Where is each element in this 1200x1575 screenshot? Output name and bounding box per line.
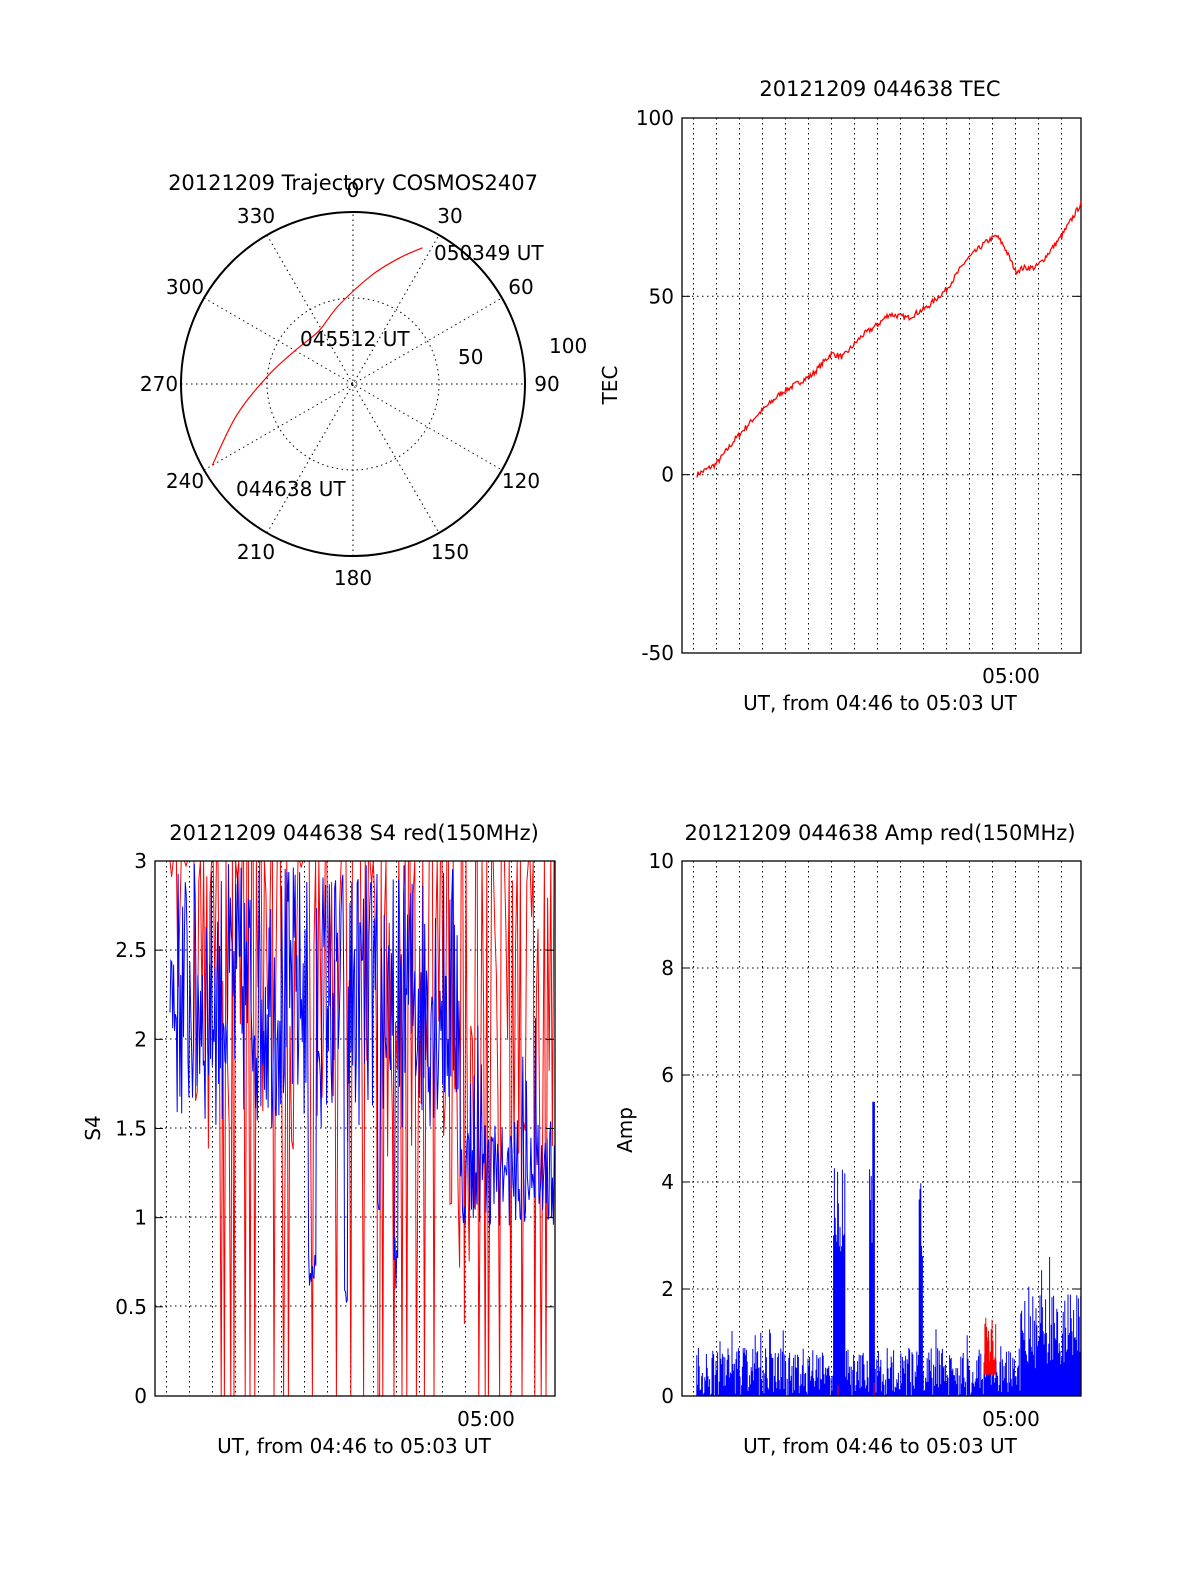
amp-title: 20121209 044638 Amp red(150MHz) (684, 821, 1075, 845)
azimuth-label-0: 0 (347, 178, 360, 202)
track-mid-label: 045512 UT (300, 327, 410, 351)
radius-label-50: 50 (458, 345, 483, 369)
s4-x-axis-label: UT, from 04:46 to 05:03 UT (217, 1434, 492, 1458)
s4-title: 20121209 044638 S4 red(150MHz) (169, 821, 539, 845)
azimuth-label-270: 270 (140, 372, 178, 396)
amp-chart: 20121209 044638 Amp red(150MHz) 0246810 … (613, 821, 1082, 1458)
azimuth-label-300: 300 (166, 275, 204, 299)
tec-x-tick-0500: 05:00 (982, 664, 1040, 688)
satellite-track (211, 247, 423, 466)
azimuth-label-30: 30 (437, 204, 462, 228)
y-tick-label: 50 (649, 284, 674, 308)
y-tick-label: 100 (636, 106, 674, 130)
s4-chart: 20121209 044638 S4 red(150MHz) 0 0.5 1 1.5 2… (81, 821, 556, 1458)
track-start-label: 044638 UT (236, 477, 346, 501)
y-tick-label: 1 (134, 1206, 147, 1230)
y-tick-label: 2 (134, 1027, 147, 1051)
s4-y-axis-label: S4 (81, 1115, 105, 1140)
y-tick-label: 1.5 (115, 1117, 147, 1141)
s4-blue-series (169, 863, 555, 1303)
polar-ring-50 (266, 297, 440, 471)
y-tick-label: -50 (641, 641, 674, 665)
y-tick-label: 0 (134, 1384, 147, 1408)
s4-blue-line (169, 863, 555, 1303)
azimuth-label-150: 150 (431, 540, 469, 564)
amp-blue-trace (695, 1101, 1082, 1396)
y-tick-label: 0 (661, 1384, 674, 1408)
azimuth-label-210: 210 (237, 540, 275, 564)
tec-frame (681, 117, 1082, 654)
tec-series-line (696, 200, 1082, 478)
azimuth-label-90: 90 (534, 372, 559, 396)
tec-grid (682, 118, 1081, 653)
tec-title: 20121209 044638 TEC (759, 77, 1000, 101)
amp-x-tick-0500: 05:00 (982, 1407, 1040, 1431)
azimuth-label-330: 330 (237, 204, 275, 228)
azimuth-label-180: 180 (334, 566, 372, 590)
s4-y-ticks: 0 0.5 1 1.5 2 2.5 3 (115, 849, 554, 1408)
trajectory-title: 20121209 Trajectory COSMOS2407 (168, 171, 538, 195)
amp-red-series (837, 1317, 997, 1396)
tec-y-axis-label: TEC (598, 366, 622, 406)
y-tick-label: 0.5 (115, 1295, 147, 1319)
amp-red-trace (837, 1317, 997, 1396)
polar-grid (181, 212, 525, 556)
amp-y-axis-label: Amp (613, 1107, 637, 1153)
azimuth-label-240: 240 (166, 469, 204, 493)
tec-y-ticks: -50 0 50 100 (636, 106, 1081, 665)
amp-grid (682, 861, 1081, 1396)
s4-grid (155, 861, 554, 1396)
amp-blue-series (695, 1101, 1082, 1396)
amp-x-axis-label: UT, from 04:46 to 05:03 UT (743, 1434, 1018, 1458)
y-tick-label: 10 (649, 849, 674, 873)
tec-x-axis-label: UT, from 04:46 to 05:03 UT (743, 691, 1018, 715)
y-tick-label: 0 (661, 463, 674, 487)
y-tick-label: 6 (661, 1063, 674, 1087)
azimuth-label-120: 120 (502, 469, 540, 493)
amp-y-ticks: 0 2 4 6 8 10 (649, 849, 1081, 1408)
y-tick-label: 2.5 (115, 938, 147, 962)
y-tick-label: 3 (134, 849, 147, 873)
track-end-label: 050349 UT (434, 241, 544, 265)
s4-x-tick-0500: 05:00 (457, 1407, 515, 1431)
amp-frame (681, 860, 1082, 1397)
azimuth-labels: 0 30 60 90 120 150 180 210 240 270 300 330 (140, 178, 560, 590)
y-tick-label: 8 (661, 956, 674, 980)
trajectory-polar-plot: 20121209 Trajectory COSMOS2407 0 30 60 90 12… (140, 171, 587, 590)
y-tick-label: 2 (661, 1277, 674, 1301)
azimuth-label-60: 60 (508, 275, 533, 299)
radius-label-100: 100 (549, 334, 587, 358)
y-tick-label: 4 (661, 1170, 674, 1194)
horizon-circle (180, 211, 526, 557)
